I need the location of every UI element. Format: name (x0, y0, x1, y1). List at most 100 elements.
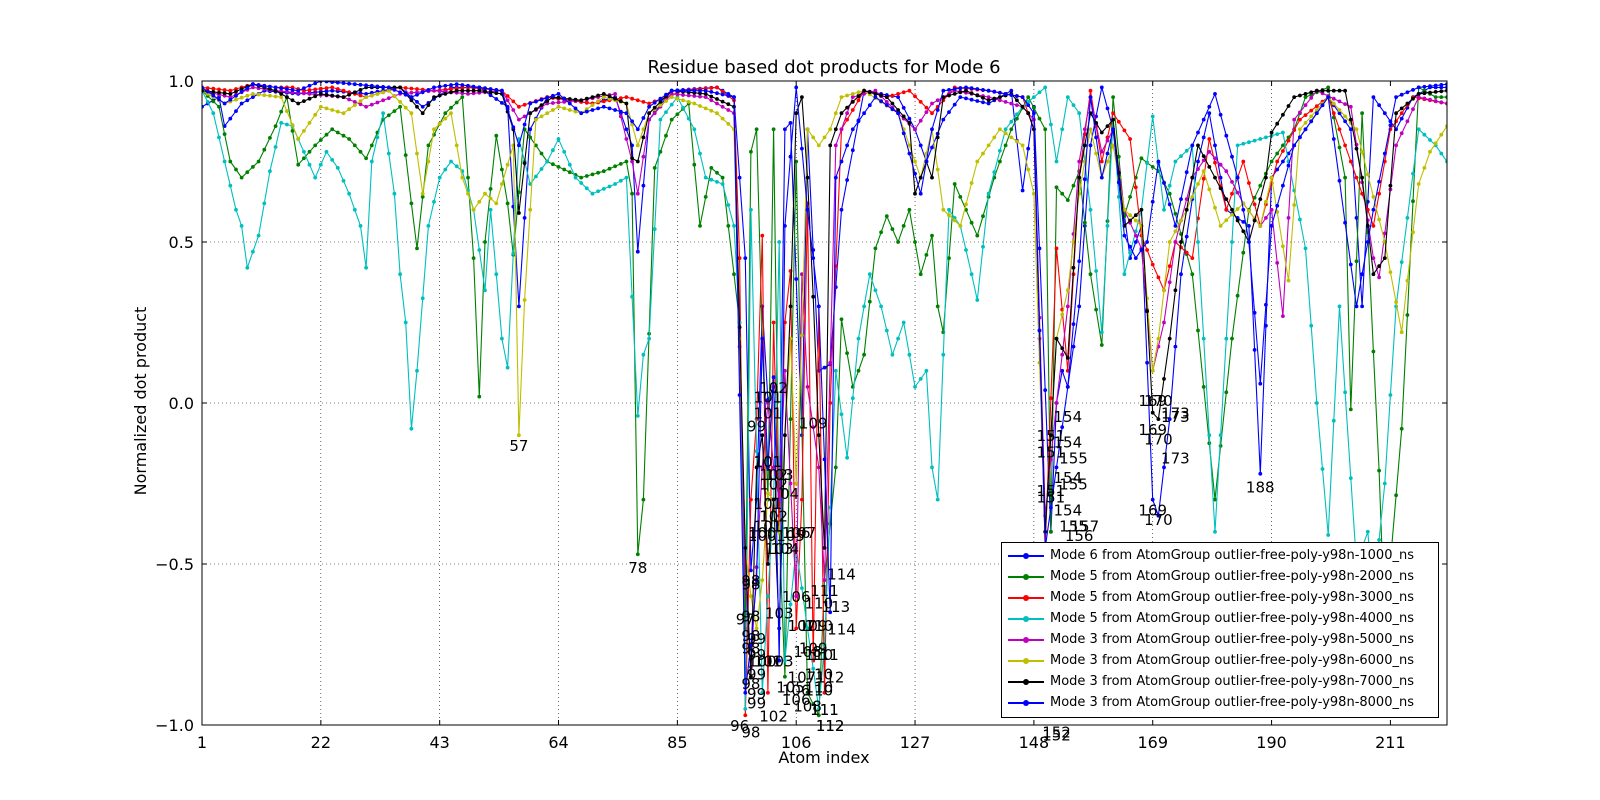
data-point (539, 114, 544, 119)
data-point (234, 207, 238, 212)
data-point (601, 104, 606, 109)
data-point (1150, 262, 1155, 267)
data-point (483, 86, 487, 91)
data-point (1133, 256, 1138, 260)
data-point (635, 159, 640, 164)
data-point (947, 256, 951, 260)
legend-label: Mode 3 from AtomGroup outlier-free-poly-… (1050, 695, 1414, 710)
data-point (488, 207, 493, 212)
data-point (981, 96, 985, 100)
data-point (1184, 250, 1189, 255)
data-point (1252, 202, 1257, 207)
data-point (715, 85, 719, 90)
data-point (998, 148, 1002, 153)
data-point (1037, 90, 1042, 95)
point-label: 111 (810, 582, 839, 600)
data-point (1139, 207, 1144, 212)
data-point (324, 106, 329, 111)
data-point (1133, 218, 1138, 223)
data-point (466, 175, 470, 180)
point-label: 173 (1161, 408, 1190, 426)
point-label: 98 (741, 572, 760, 590)
data-point (296, 162, 301, 167)
data-point (222, 132, 227, 137)
point-label: 106 (782, 588, 811, 606)
point-label: 108 (793, 698, 822, 716)
data-point (596, 93, 600, 98)
data-point (528, 101, 533, 106)
data-point (1371, 207, 1376, 212)
data-point (426, 143, 431, 148)
data-point (947, 207, 951, 212)
data-point (443, 83, 448, 88)
legend-label: Mode 6 from AtomGroup outlier-free-poly-… (1050, 548, 1414, 563)
point-label: 106 (782, 682, 811, 700)
data-point (1354, 216, 1359, 220)
data-point (290, 88, 295, 92)
data-point (1399, 260, 1404, 264)
data-point (579, 175, 584, 180)
point-label: 169 (1138, 501, 1167, 519)
point-label: 152 (1042, 723, 1071, 741)
data-point (403, 86, 408, 90)
data-point (1032, 105, 1036, 110)
legend-label: Mode 3 from AtomGroup outlier-free-poly-… (1050, 653, 1414, 668)
data-point (285, 122, 289, 127)
data-point (386, 151, 391, 156)
data-point (1354, 175, 1359, 180)
data-point (1201, 176, 1206, 181)
data-point (845, 455, 849, 460)
legend-item: Mode 3 from AtomGroup outlier-free-poly-… (1008, 650, 1432, 671)
data-point (500, 88, 504, 93)
data-point (698, 104, 702, 108)
data-point (896, 108, 900, 112)
data-point (675, 88, 680, 93)
data-point (1122, 207, 1127, 212)
data-point (760, 578, 765, 582)
x-tick-label: 106 (781, 733, 812, 752)
data-point (460, 88, 465, 93)
point-label: 107 (788, 669, 817, 687)
data-point (941, 88, 946, 93)
data-point (511, 108, 516, 112)
data-point (534, 99, 538, 104)
point-label: 109 (799, 617, 828, 635)
data-point (358, 224, 363, 228)
data-point (517, 211, 521, 215)
data-point (743, 256, 748, 260)
data-point (715, 180, 719, 184)
data-point (245, 265, 250, 270)
data-point (664, 99, 668, 103)
data-point (658, 103, 663, 107)
data-point (494, 272, 499, 277)
data-point (1015, 139, 1019, 144)
data-point (222, 101, 227, 106)
data-point (754, 449, 759, 454)
data-point (1128, 195, 1132, 199)
point-label: 107 (788, 524, 817, 542)
data-point (415, 87, 419, 91)
data-point (1167, 240, 1172, 244)
data-point (1247, 224, 1251, 228)
data-point (913, 191, 917, 196)
data-point (907, 352, 912, 357)
data-point (449, 87, 453, 91)
data-point (1133, 185, 1138, 190)
point-label: 103 (765, 653, 794, 671)
data-point (845, 93, 849, 98)
data-point (341, 95, 346, 99)
data-point (500, 182, 504, 186)
data-point (1213, 205, 1217, 210)
data-point (369, 102, 374, 107)
data-point (828, 143, 833, 148)
data-point (1348, 262, 1353, 267)
data-point (358, 82, 363, 87)
data-point (471, 88, 476, 93)
point-label: 169 (1138, 421, 1167, 439)
data-point (624, 137, 629, 141)
data-point (822, 578, 827, 582)
point-label: 112 (816, 669, 845, 687)
point-label: 99 (747, 418, 766, 436)
data-point (1015, 98, 1019, 103)
data-point (1269, 207, 1274, 212)
